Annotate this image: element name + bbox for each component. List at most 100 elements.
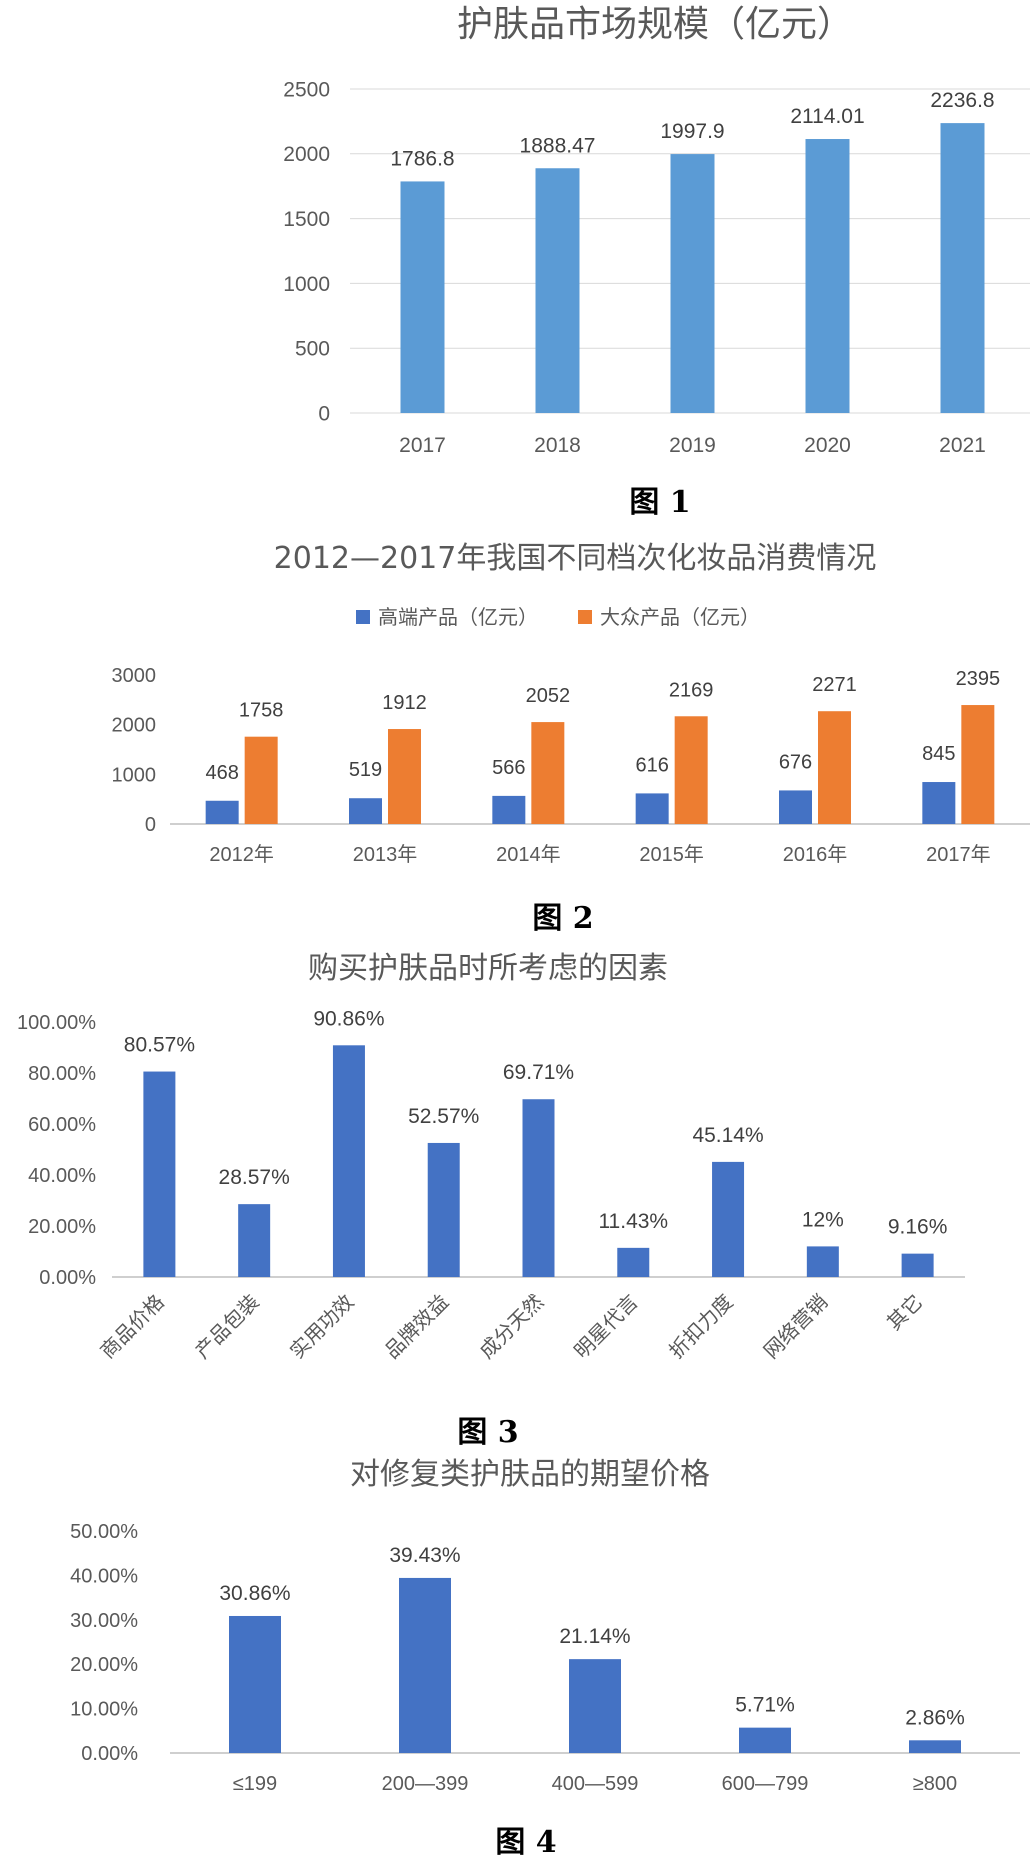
chart1-y-tick-labels: 0 500 1000 1500 2000 2500 xyxy=(283,78,330,425)
y-tick-label: 30.00% xyxy=(70,1610,138,1632)
bar xyxy=(229,1615,281,1753)
bar xyxy=(492,795,526,824)
x-tick-label: 2014年 xyxy=(496,843,561,866)
data-label: 5.71% xyxy=(735,1694,795,1717)
x-tick-label: 2020 xyxy=(804,434,851,457)
bar xyxy=(535,168,580,413)
bar xyxy=(940,123,985,413)
x-tick-label: 600—799 xyxy=(722,1773,809,1795)
chart-consumption-by-tier: 2012—2017年我国不同档次化妆品消费情况 高端产品（亿元） 大众产品（亿元… xyxy=(112,541,1030,936)
y-tick-label: 100.00% xyxy=(17,1012,96,1034)
data-label: 616 xyxy=(635,754,668,776)
bar xyxy=(818,711,851,824)
y-tick-label: 10.00% xyxy=(70,1699,138,1721)
y-tick-label: 0 xyxy=(145,814,156,836)
y-tick-label: 500 xyxy=(295,338,330,361)
x-tick-label: ≥800 xyxy=(913,1773,957,1795)
x-tick-label: 400—599 xyxy=(552,1773,639,1795)
data-label: 1758 xyxy=(239,700,284,722)
chart4-x-tick-labels: ≤199 200—399 400—599 600—799 ≥800 xyxy=(233,1773,957,1795)
y-tick-label: 50.00% xyxy=(70,1521,138,1543)
chart4-title: 对修复类护肤品的期望价格 xyxy=(350,1457,710,1492)
x-tick-label: 成分天然 xyxy=(475,1290,548,1363)
x-tick-label: 明星代言 xyxy=(570,1290,643,1363)
bar xyxy=(961,705,995,824)
chart2-bars xyxy=(205,705,995,824)
x-tick-label: 2016年 xyxy=(783,843,848,866)
bar xyxy=(569,1659,621,1753)
data-label: 9.16% xyxy=(888,1216,948,1239)
bar xyxy=(238,1204,271,1277)
data-label: 28.57% xyxy=(219,1166,290,1189)
x-tick-label: 品牌效益 xyxy=(380,1290,453,1363)
y-tick-label: 20.00% xyxy=(70,1654,138,1676)
data-label: 21.14% xyxy=(559,1625,630,1648)
chart1-data-labels: 1786.8 1888.47 1997.9 2114.01 2236.8 xyxy=(390,89,994,170)
bar xyxy=(143,1071,176,1277)
bar xyxy=(332,1045,365,1277)
bar xyxy=(388,729,421,824)
x-tick-label: ≤199 xyxy=(233,1773,277,1795)
chart1-title: 护肤品市场规模（亿元） xyxy=(457,4,853,45)
x-tick-label: 其它 xyxy=(883,1290,928,1335)
data-label: 90.86% xyxy=(313,1007,384,1030)
bar xyxy=(901,1253,934,1277)
chart-expected-price: 对修复类护肤品的期望价格 0.00% 10.00% 20.00% 30.00% 40.0… xyxy=(70,1457,1020,1860)
bar xyxy=(244,736,278,824)
x-tick-label: 2017 xyxy=(399,434,446,457)
data-label: 2114.01 xyxy=(790,105,864,128)
x-tick-label: 网络营销 xyxy=(760,1290,833,1363)
chart2-legend: 高端产品（亿元） 大众产品（亿元） xyxy=(356,606,760,629)
bar xyxy=(909,1740,961,1753)
chart2-y-tick-labels: 0 1000 2000 3000 xyxy=(112,665,157,836)
data-label: 1997.9 xyxy=(660,120,724,143)
chart3-x-tick-labels: 商品价格 产品包装 实用功效 品牌效益 成分天然 明星代言 折扣力度 网络营销 其它 xyxy=(96,1290,927,1363)
chart3-caption: 图 3 xyxy=(457,1415,518,1450)
data-label: 2271 xyxy=(812,674,857,696)
bar xyxy=(349,798,382,824)
y-tick-label: 1000 xyxy=(283,273,330,296)
y-tick-label: 1500 xyxy=(283,208,330,231)
data-label: 676 xyxy=(779,751,812,773)
bar xyxy=(922,782,956,824)
data-label: 80.57% xyxy=(124,1034,195,1057)
data-label: 12% xyxy=(802,1208,844,1231)
y-tick-label: 2000 xyxy=(112,715,157,737)
chart2-data-labels: 468 1758 519 1912 566 2052 616 2169 676 2271 845 23… xyxy=(205,668,1000,784)
data-label: 1888.47 xyxy=(520,134,596,157)
x-tick-label: 2015年 xyxy=(639,843,704,866)
data-label: 11.43% xyxy=(598,1210,668,1233)
bar xyxy=(805,139,850,414)
legend-swatch-mass-market xyxy=(578,610,592,624)
x-tick-label: 200—399 xyxy=(382,1773,469,1795)
chart2-caption: 图 2 xyxy=(532,901,593,936)
bar xyxy=(427,1142,460,1277)
chart1-bars xyxy=(400,123,985,414)
x-tick-label: 2012年 xyxy=(209,843,274,866)
chart3-title: 购买护肤品时所考虑的因素 xyxy=(308,951,668,986)
y-tick-label: 0 xyxy=(318,402,330,425)
y-tick-label: 0.00% xyxy=(81,1743,138,1765)
y-tick-label: 60.00% xyxy=(28,1114,96,1136)
bar xyxy=(712,1161,745,1277)
data-label: 1786.8 xyxy=(390,147,454,170)
data-label: 69.71% xyxy=(503,1061,574,1084)
chart2-title: 2012—2017年我国不同档次化妆品消费情况 xyxy=(274,541,877,576)
x-tick-label: 产品包装 xyxy=(191,1290,264,1363)
chart-purchase-factors: 购买护肤品时所考虑的因素 0.00% 20.00% 40.00% 60.00% 80.0… xyxy=(17,951,965,1450)
bar xyxy=(205,800,239,824)
y-tick-label: 2000 xyxy=(283,143,330,166)
chart1-x-tick-labels: 2017 2018 2019 2020 2021 xyxy=(399,434,986,457)
legend-swatch-high-end xyxy=(356,610,370,624)
x-tick-label: 2017年 xyxy=(926,843,991,866)
chart1-caption: 图 1 xyxy=(629,485,690,520)
bar xyxy=(779,790,812,824)
y-tick-label: 1000 xyxy=(112,764,157,786)
chart3-data-labels: 80.57% 28.57% 90.86% 52.57% 69.71% 11.43% 45.1… xyxy=(124,1007,948,1238)
bar xyxy=(739,1727,791,1753)
data-label: 45.14% xyxy=(692,1124,763,1147)
data-label: 39.43% xyxy=(389,1544,460,1567)
bar xyxy=(399,1577,451,1753)
